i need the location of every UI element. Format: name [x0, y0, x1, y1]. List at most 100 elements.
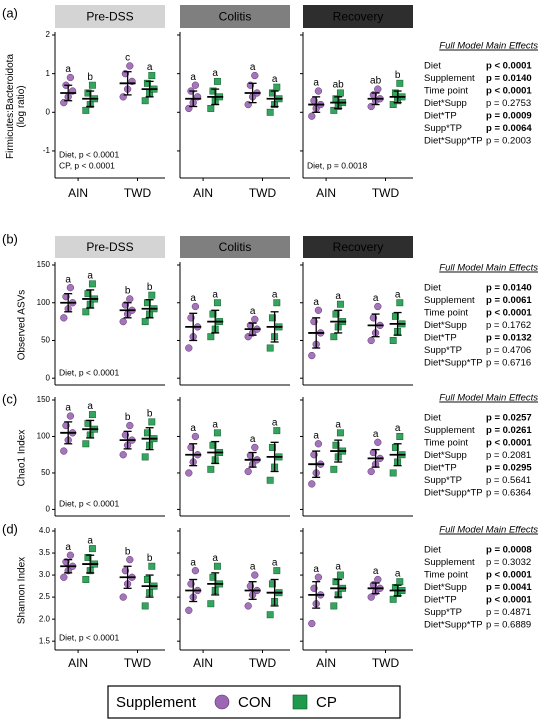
x-tick-label: AIN [68, 656, 88, 670]
significance-letter: a [313, 297, 319, 308]
data-point [251, 571, 259, 579]
data-point [266, 108, 274, 116]
data-point [148, 418, 156, 426]
effect-value: p = 0.2081 [486, 450, 531, 461]
y-tick-label: 3.5 [39, 548, 51, 557]
effect-term: Diet*Supp [424, 98, 467, 109]
effect-value: p = 0.1762 [486, 320, 531, 331]
x-tick-label: AIN [316, 186, 336, 200]
y-tick-label: 100 [37, 298, 51, 307]
data-point [84, 89, 92, 97]
data-point [191, 432, 200, 441]
effect-value: p = 0.0257 [486, 413, 532, 424]
y-tick-label: 0 [46, 107, 51, 116]
data-point [330, 602, 338, 610]
data-point [119, 593, 127, 601]
data-point [273, 299, 281, 307]
x-tick-label: TWD [249, 186, 277, 200]
data-point [336, 429, 344, 437]
data-point [84, 553, 92, 561]
y-tick-label: 1.5 [39, 636, 51, 645]
data-point [389, 337, 397, 344]
effect-term: Diet*TP [424, 111, 457, 122]
data-point [88, 411, 96, 419]
effect-term: Diet*Supp*TP [424, 358, 483, 369]
x-tick-label: TWD [124, 186, 152, 200]
data-point [143, 576, 151, 583]
significance-letter: a [313, 430, 319, 441]
data-point [141, 602, 149, 610]
data-point [268, 314, 276, 322]
effect-term: Time point [424, 308, 468, 319]
effects-title: Full Model Main Effects [439, 41, 538, 52]
significance-letter: ab [370, 76, 382, 87]
data-point [314, 440, 323, 448]
y-tick-label: 2 [46, 30, 51, 39]
effect-term: Diet [424, 413, 441, 424]
effect-value: p < 0.0001 [486, 61, 532, 72]
data-point [191, 567, 200, 575]
data-point [314, 306, 323, 314]
data-point [82, 308, 90, 316]
data-point [185, 344, 193, 352]
significance-letter: a [65, 64, 71, 75]
effect-value: p = 0.6889 [486, 620, 531, 631]
data-point [266, 344, 274, 352]
significance-letter: a [250, 62, 256, 73]
significance-letter: c [125, 53, 130, 64]
effect-value: p = 0.2753 [486, 98, 531, 109]
y-tick-label: 150 [37, 260, 51, 269]
significance-letter: a [87, 401, 93, 412]
effect-term: Diet*TP [424, 333, 457, 344]
data-point [268, 580, 276, 588]
significance-letter: a [250, 306, 256, 317]
significance-letter: a [212, 553, 218, 564]
y-axis-label: Firmicutes:Bacteroidota [5, 54, 16, 159]
x-tick-label: AIN [193, 656, 213, 670]
data-point [141, 318, 149, 326]
data-point [251, 443, 259, 452]
effect-term: Supp*TP [424, 345, 462, 356]
data-point [209, 87, 217, 95]
effect-value: p < 0.0001 [486, 308, 532, 319]
x-tick-label: TWD [249, 656, 277, 670]
data-point [148, 291, 156, 299]
panel-title: Pre-DSS [86, 10, 133, 24]
data-point [185, 606, 193, 614]
significance-letter: b [147, 282, 153, 293]
data-point [143, 79, 151, 87]
data-point [148, 562, 156, 570]
data-point [367, 336, 375, 345]
data-point [82, 440, 90, 448]
data-point [330, 333, 338, 341]
legend-title: Supplement [116, 694, 197, 711]
significance-letter: b [125, 546, 131, 557]
legend-marker [214, 694, 230, 710]
data-point [88, 81, 96, 89]
legend-label: CON [238, 694, 271, 711]
significance-letter: a [87, 271, 93, 282]
data-point [314, 573, 323, 581]
data-point [244, 602, 252, 610]
panel-label: (d) [2, 521, 18, 536]
significance-letter: a [147, 62, 153, 73]
data-point [266, 476, 274, 484]
data-point [213, 429, 221, 437]
effect-value: p = 0.0261 [486, 425, 532, 436]
effect-value: p = 0.0140 [486, 283, 532, 294]
significance-letter: a [373, 566, 379, 577]
data-point [213, 562, 221, 570]
data-point [119, 317, 127, 326]
data-point [82, 576, 90, 583]
panel-header [180, 5, 290, 28]
panel-title: Colitis [219, 240, 252, 254]
significance-letter: a [272, 289, 278, 300]
effect-value: p = 0.0041 [486, 582, 532, 593]
effect-value: p < 0.0001 [486, 595, 532, 606]
legend-box [107, 685, 401, 719]
significance-letter: a [395, 289, 401, 300]
effect-value: p = 0.3032 [486, 557, 531, 568]
data-point [141, 453, 149, 461]
data-point [266, 611, 274, 619]
data-point [336, 571, 344, 579]
